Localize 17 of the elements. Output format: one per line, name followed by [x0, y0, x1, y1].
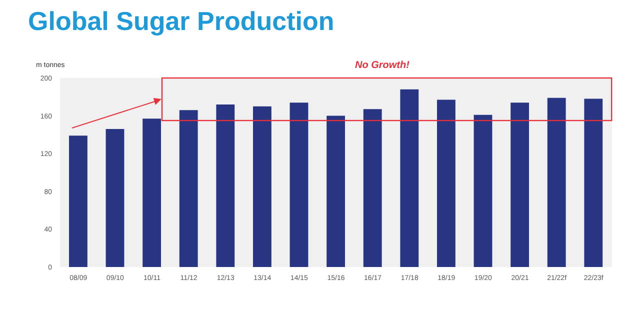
bar	[400, 89, 419, 267]
bar	[253, 106, 272, 267]
bar	[584, 98, 603, 267]
bar	[547, 98, 566, 267]
bar	[69, 136, 88, 267]
text: No Growth!	[355, 60, 410, 71]
bar	[510, 102, 529, 267]
bar	[326, 116, 345, 267]
bar	[142, 118, 161, 267]
bar	[474, 114, 492, 267]
bar	[216, 104, 235, 267]
bar	[363, 109, 382, 267]
bar	[290, 102, 308, 267]
bar	[106, 129, 124, 267]
bar	[437, 100, 456, 267]
bar	[179, 110, 198, 267]
chart-title: Global Sugar Production	[28, 6, 334, 37]
